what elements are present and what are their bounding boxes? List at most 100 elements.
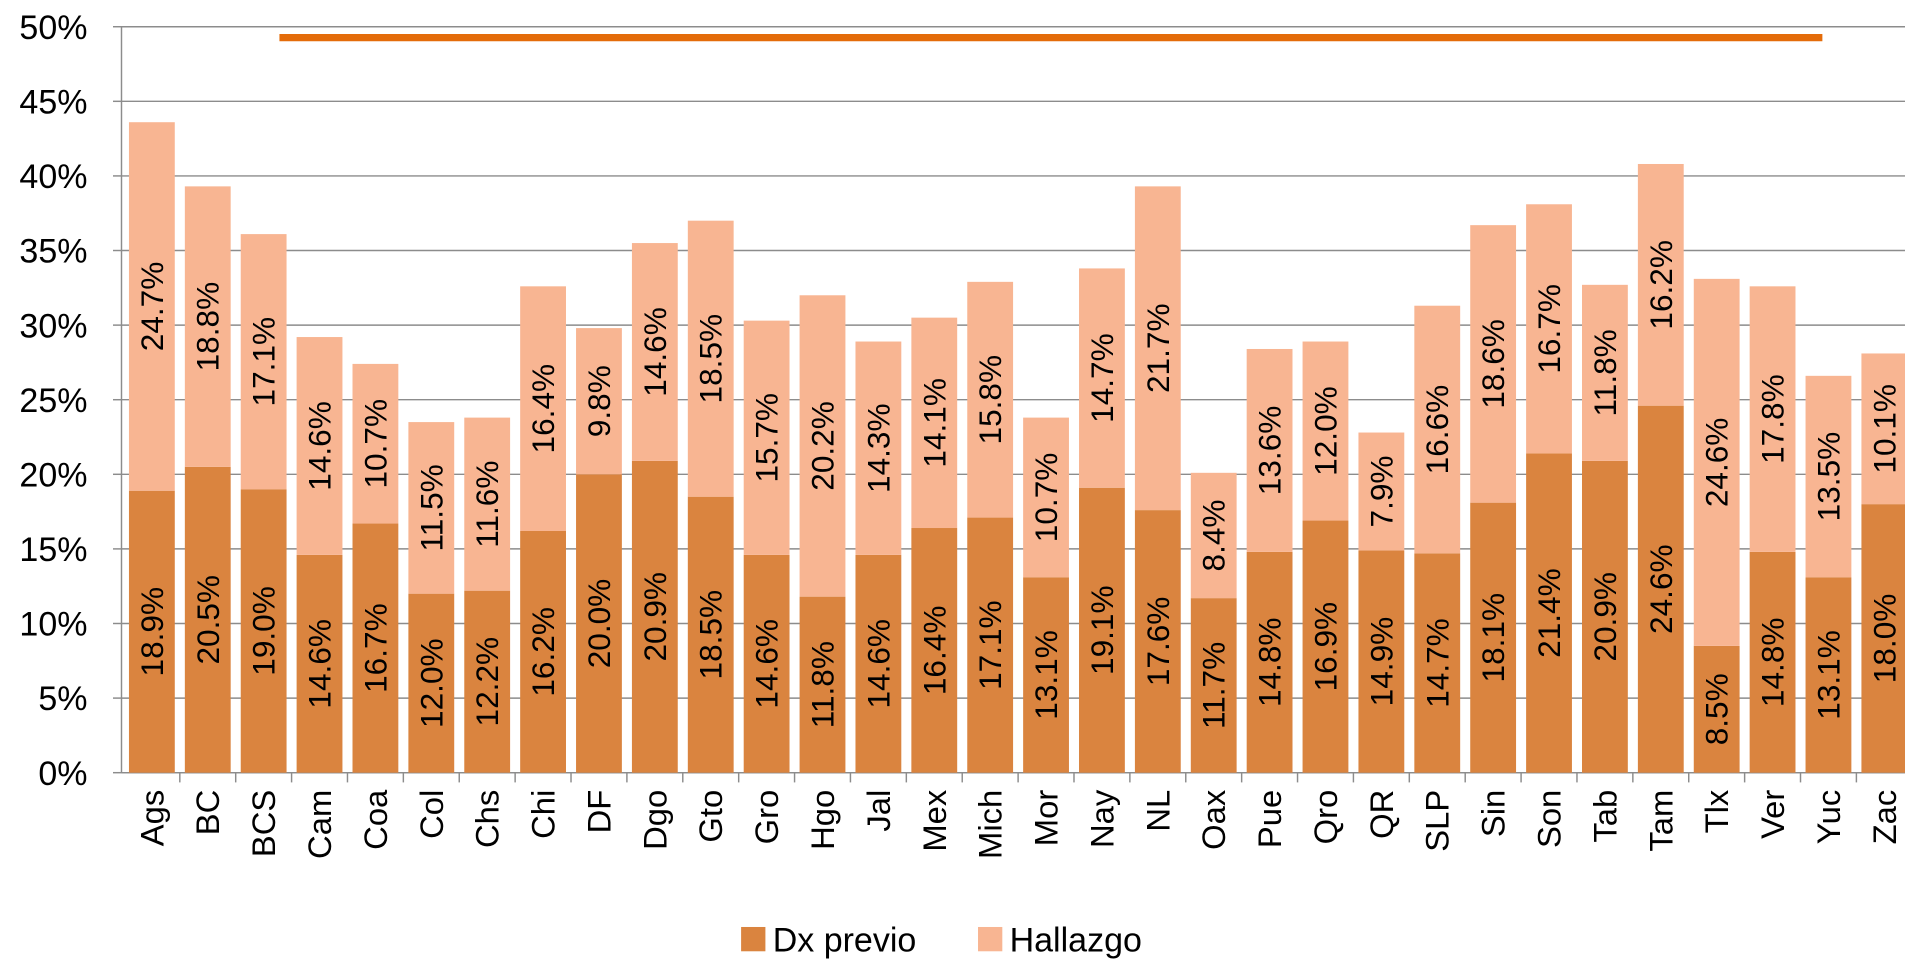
- bar-segment: [743, 320, 790, 555]
- bar-segment: [911, 317, 958, 529]
- y-tick-label: 45%: [19, 83, 87, 121]
- x-tick-label: Nay: [1083, 789, 1120, 848]
- bar-segment: [296, 554, 343, 773]
- value-label: 18.6%: [1475, 319, 1511, 409]
- value-label: 14.7%: [1419, 618, 1455, 708]
- x-tick-label: Zac: [1866, 790, 1903, 845]
- value-label: 11.8%: [1587, 329, 1623, 416]
- bar-segment: [1246, 551, 1293, 773]
- value-label: 14.6%: [860, 619, 896, 709]
- value-label: 16.9%: [1307, 602, 1343, 692]
- bar-segment: [352, 363, 399, 524]
- bar-segment: [240, 234, 287, 490]
- value-label: 11.5%: [413, 464, 449, 551]
- bar-segment: [967, 517, 1014, 773]
- bar-segment: [1246, 348, 1293, 552]
- x-tick-label: Oax: [1195, 789, 1232, 850]
- y-tick-label: 35%: [19, 233, 87, 271]
- x-tick-label: Gto: [692, 790, 729, 843]
- x-tick-label: BC: [189, 790, 226, 836]
- bar-segment: [631, 460, 678, 773]
- bar-segment: [1414, 553, 1461, 773]
- x-tick-label: Col: [413, 790, 450, 839]
- x-tick-label: Qro: [1307, 790, 1344, 845]
- legend-label: Hallazgo: [1010, 921, 1142, 959]
- bar-segment: [1358, 550, 1405, 773]
- value-label: 24.6%: [1643, 544, 1679, 634]
- bar-segment: [1134, 510, 1181, 773]
- value-label: 21.4%: [1531, 568, 1567, 658]
- value-label: 19.1%: [1084, 585, 1120, 675]
- x-tick-label: NL: [1139, 790, 1176, 832]
- bar-segment: [1358, 432, 1405, 551]
- value-label: 16.7%: [357, 603, 393, 693]
- value-label: 13.1%: [1028, 630, 1064, 720]
- value-label: 20.2%: [805, 401, 841, 491]
- value-label: 14.8%: [1252, 618, 1288, 708]
- value-label: 18.5%: [693, 314, 729, 404]
- value-label: 21.7%: [1140, 303, 1176, 393]
- value-label: 12.2%: [469, 637, 505, 727]
- bar-segment: [128, 122, 175, 491]
- y-tick-label: 20%: [19, 456, 87, 494]
- x-tick-label: Dgo: [636, 790, 673, 850]
- value-label: 18.9%: [134, 587, 170, 677]
- bar-segment: [1526, 453, 1572, 773]
- value-label: 24.7%: [134, 262, 170, 352]
- legend-swatch: [741, 926, 766, 952]
- bar-segment: [1302, 341, 1349, 521]
- value-label: 20.0%: [581, 579, 617, 669]
- bar-segment: [464, 417, 511, 591]
- value-label: 16.2%: [525, 607, 561, 697]
- bar-segment: [967, 281, 1014, 518]
- bar-segment: [520, 286, 566, 531]
- value-label: 16.4%: [916, 606, 952, 696]
- value-label: 17.1%: [246, 317, 282, 407]
- x-tick-label: DF: [580, 790, 617, 834]
- bar-segment: [1079, 268, 1125, 488]
- y-tick-label: 30%: [19, 307, 87, 345]
- x-tick-label: Gro: [748, 790, 785, 845]
- x-tick-label: Chi: [525, 790, 562, 839]
- bar-segment: [631, 243, 678, 461]
- bar-segment: [855, 341, 902, 555]
- bar-segment: [1861, 353, 1905, 505]
- bar-segment: [687, 220, 734, 497]
- x-tick-label: Hgo: [804, 790, 841, 850]
- value-label: 11.7%: [1196, 642, 1232, 729]
- bar-segment: [855, 554, 902, 773]
- value-label: 14.8%: [1755, 618, 1791, 708]
- x-tick-label: Mor: [1028, 790, 1065, 847]
- value-label: 11.6%: [469, 461, 505, 548]
- value-label: 12.0%: [413, 638, 449, 728]
- value-label: 18.5%: [693, 590, 729, 680]
- bar-segment: [184, 186, 231, 467]
- bar-segment: [1693, 278, 1740, 646]
- bar-segment: [799, 295, 846, 597]
- x-tick-label: Sin: [1475, 790, 1512, 837]
- bar-segment: [1805, 577, 1852, 773]
- x-tick-label: QR: [1363, 790, 1400, 839]
- bar-segment: [1581, 460, 1628, 773]
- bar-segment: [1414, 305, 1461, 554]
- value-label: 17.1%: [972, 600, 1008, 690]
- value-label: 13.5%: [1810, 432, 1846, 522]
- value-label: 10.7%: [357, 399, 393, 489]
- bar-segment: [1302, 520, 1349, 773]
- x-tick-label: Son: [1531, 790, 1568, 848]
- bar-segment: [520, 530, 566, 773]
- value-label: 20.9%: [1587, 572, 1623, 662]
- value-label: 10.1%: [1866, 384, 1902, 474]
- x-tick-label: Ags: [133, 790, 170, 847]
- value-label: 15.8%: [972, 355, 1008, 445]
- y-tick-label: 15%: [19, 531, 87, 569]
- x-tick-label: Pue: [1251, 790, 1288, 848]
- bar-segment: [464, 590, 511, 773]
- value-label: 14.9%: [1363, 617, 1399, 707]
- bar-segment: [576, 328, 622, 475]
- value-label: 20.9%: [637, 572, 673, 662]
- value-label: 10.7%: [1028, 453, 1064, 543]
- value-label: 9.8%: [581, 365, 617, 437]
- bar-segment: [240, 489, 287, 773]
